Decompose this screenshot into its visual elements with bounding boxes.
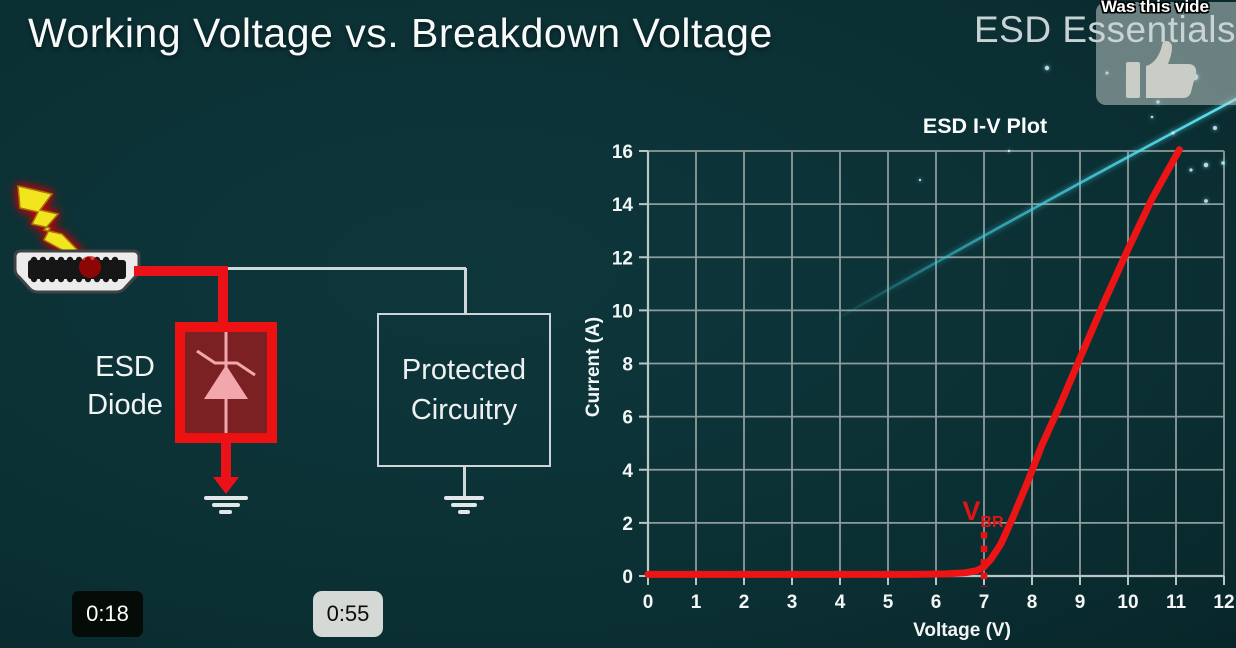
svg-text:0: 0: [643, 592, 654, 613]
svg-text:10: 10: [612, 301, 633, 322]
svg-text:2: 2: [622, 514, 633, 535]
svg-text:3: 3: [787, 592, 798, 613]
time-badge-1: 0:18: [72, 591, 143, 637]
esd-strike-glow: [79, 256, 101, 278]
svg-text:16: 16: [612, 142, 633, 163]
esd-diode-label-line2: Diode: [87, 389, 163, 421]
ground-symbol: [204, 496, 248, 500]
svg-text:11: 11: [1166, 592, 1187, 613]
svg-text:8: 8: [1027, 592, 1038, 613]
y-tick-labels: 0 2 4 6 8 10 12 14 16: [612, 142, 634, 588]
svg-text:6: 6: [931, 592, 942, 613]
red-wire-horizontal: [134, 266, 228, 276]
svg-text:5: 5: [883, 592, 894, 613]
svg-text:1: 1: [691, 592, 702, 613]
signal-wire-horizontal: [228, 267, 466, 270]
x-axis-label: Voltage (V): [913, 620, 1011, 641]
red-arrow-head: [213, 477, 239, 494]
thumbs-up-icon[interactable]: [1122, 40, 1222, 102]
time-badge-2: 0:55: [313, 591, 383, 637]
iv-curve: [644, 146, 1183, 578]
svg-text:7: 7: [979, 592, 990, 613]
protected-circuitry-box: Protected Circuitry: [377, 313, 551, 467]
red-wire-vertical: [218, 266, 228, 324]
svg-text:6: 6: [622, 408, 633, 429]
svg-text:9: 9: [1075, 592, 1086, 613]
ground-symbol: [219, 510, 232, 514]
grid-lines: [647, 150, 1225, 577]
background-swoosh: [827, 97, 1236, 326]
ground-wire: [463, 466, 466, 497]
x-tick-labels: 0 1 2 3 4 5 6 7 8 9 10 11 12: [643, 592, 1235, 613]
watermark-text: ESD Essentials: [974, 9, 1236, 50]
ground-symbol: [444, 496, 484, 500]
ground-symbol: [458, 510, 470, 514]
esd-diode-label: ESD Diode: [80, 348, 170, 424]
svg-text:4: 4: [622, 461, 633, 482]
svg-text:8: 8: [622, 355, 633, 376]
chart-title: ESD I-V Plot: [922, 114, 1048, 138]
svg-text:14: 14: [612, 195, 634, 216]
svg-text:4: 4: [835, 592, 846, 613]
hdmi-connector-icon: [13, 249, 141, 294]
protected-label-line1: Protected: [401, 354, 527, 386]
ground-symbol: [451, 503, 477, 507]
esd-diode-box: [175, 322, 277, 443]
signal-wire-vertical: [464, 268, 467, 314]
overlay-question: Was this vide: [1101, 0, 1210, 16]
y-axis-label: Current (A): [583, 316, 604, 418]
svg-text:2: 2: [739, 592, 750, 613]
svg-text:10: 10: [1117, 592, 1138, 613]
red-arrow-stem: [221, 441, 231, 479]
page-title: Working Voltage vs. Breakdown Voltage: [28, 10, 773, 56]
ground-symbol: [212, 503, 240, 507]
axes: [639, 150, 1225, 585]
svg-text:12: 12: [1213, 592, 1234, 613]
zener-diode-symbol: [196, 332, 256, 433]
svg-text:12: 12: [612, 248, 633, 269]
svg-text:0: 0: [622, 567, 633, 588]
protected-label-line2: Circuitry: [410, 394, 518, 426]
esd-diode-label-line1: ESD: [95, 351, 155, 383]
